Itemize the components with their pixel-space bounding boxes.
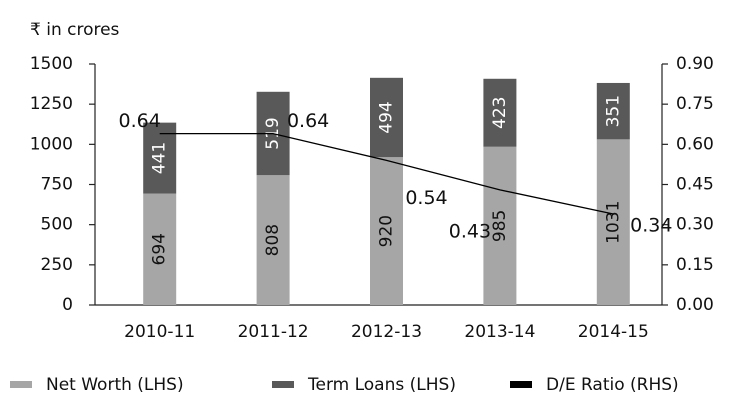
bar-value-label: 441 [150,142,170,174]
y2-tick-label: 0.60 [676,134,714,154]
y2-tick-label: 0.90 [676,54,714,74]
y-tick-label: 0 [62,295,73,315]
line-value-label: 0.64 [119,110,161,132]
y-axis-label: ₹ in crores [30,20,120,40]
y-tick-label: 1000 [30,134,73,154]
line-value-label: 0.64 [287,110,329,132]
line-value-label: 0.43 [449,220,491,242]
line-value-label: 0.34 [630,214,672,236]
bar-segment [483,78,517,147]
bar-value-label: 694 [150,233,170,265]
bar-value-label: 920 [377,215,397,247]
y-tick-label: 250 [41,255,73,275]
bar-value-label: 494 [377,101,397,133]
bar-segment [370,157,403,305]
x-tick-label: 2012-13 [351,322,422,342]
y-tick-label: 1250 [30,94,73,114]
bar-value-label: 423 [490,97,510,129]
x-tick-label: 2014-15 [578,322,649,342]
legend-swatch [272,381,294,388]
x-tick-label: 2013-14 [464,322,535,342]
y-tick-label: 1500 [30,54,73,74]
bar-segment [143,193,177,305]
legend-swatch [510,381,532,388]
bar-value-label: 1031 [603,201,623,244]
x-tick-label: 2010-11 [124,322,195,342]
bar-segment [143,122,177,194]
bar-segment [596,139,630,305]
bar-segment [370,77,403,158]
y2-tick-label: 0.15 [676,255,714,275]
bar-segment [256,175,290,305]
y2-tick-label: 0.00 [676,295,714,315]
legend-label: Net Worth (LHS) [46,375,184,395]
y2-tick-label: 0.45 [676,175,714,195]
legend-label: Term Loans (LHS) [307,375,456,395]
bar-value-label: 985 [490,210,510,242]
y-tick-label: 500 [41,215,73,235]
bar-value-label: 351 [603,95,623,127]
legend-swatch [10,381,32,388]
y-tick-label: 750 [41,175,73,195]
legend-label: D/E Ratio (RHS) [546,375,679,395]
bar-segment [596,82,630,140]
y2-tick-label: 0.30 [676,215,714,235]
x-tick-label: 2011-12 [238,322,309,342]
ratio-line [159,132,614,215]
bar-segment [483,146,517,305]
bar-value-label: 808 [263,224,283,256]
y2-tick-label: 0.75 [676,94,714,114]
line-value-label: 0.54 [405,187,447,209]
